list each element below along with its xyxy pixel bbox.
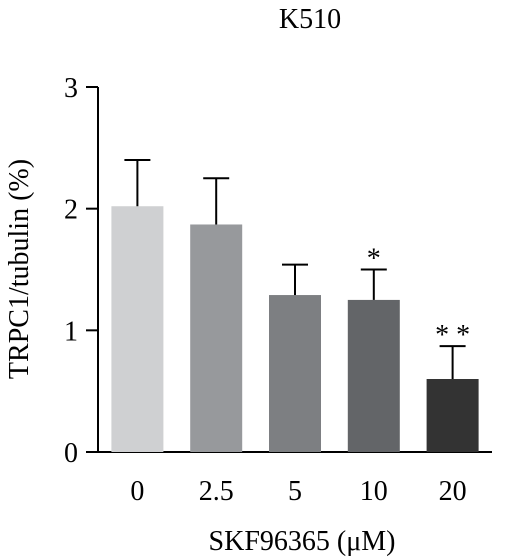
y-tick-label: 0 xyxy=(64,438,78,469)
x-axis-label: SKF96365 (μM) xyxy=(209,526,396,557)
bar xyxy=(111,206,164,452)
y-tick-label: 1 xyxy=(64,316,78,347)
y-axis-label: TRPC1/tubulin (%) xyxy=(4,159,35,379)
x-ticks: 0 2.5 5 10 20 xyxy=(130,476,466,507)
x-tick-label: 2.5 xyxy=(199,476,234,507)
x-tick-label: 10 xyxy=(360,476,388,507)
bar xyxy=(426,379,479,452)
y-tick-label: 3 xyxy=(64,73,78,104)
x-tick-label: 20 xyxy=(439,476,467,507)
x-tick-label: 0 xyxy=(130,476,144,507)
bar xyxy=(347,299,400,452)
x-tick-label: 5 xyxy=(288,476,302,507)
y-ticks: 0 1 2 3 xyxy=(64,73,98,469)
significance-mark: * * xyxy=(435,320,470,351)
significance-mark: * xyxy=(367,244,381,275)
bars: * * * xyxy=(111,159,479,452)
chart-title: K510 xyxy=(279,4,341,35)
y-tick-label: 2 xyxy=(64,195,78,226)
bar xyxy=(269,295,321,452)
bar xyxy=(190,224,243,452)
